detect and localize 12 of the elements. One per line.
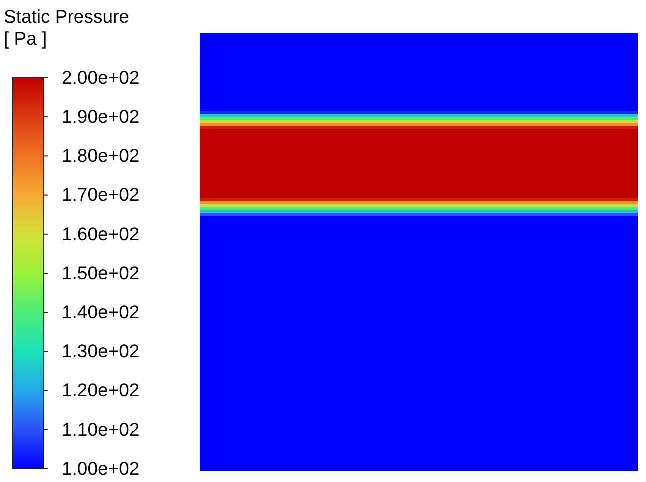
color-bar-label: 1.80e+02 — [62, 145, 140, 166]
color-bar-label: 1.20e+02 — [62, 380, 140, 401]
color-bar-label: 1.30e+02 — [62, 340, 140, 362]
color-bar-label: 1.70e+02 — [62, 184, 140, 206]
color-bar-label: 1.00e+02 — [62, 458, 140, 479]
color-bar-label: 1.90e+02 — [62, 106, 140, 128]
color-bar-label: 1.40e+02 — [62, 302, 140, 323]
color-bar-label: 1.50e+02 — [62, 262, 140, 284]
color-bar-label: 1.60e+02 — [62, 223, 140, 244]
color-bar-label: 1.10e+02 — [62, 418, 140, 440]
color-bar-title: Static Pressure [ Pa ] — [4, 6, 130, 49]
color-bar-label: 2.00e+02 — [62, 66, 140, 88]
